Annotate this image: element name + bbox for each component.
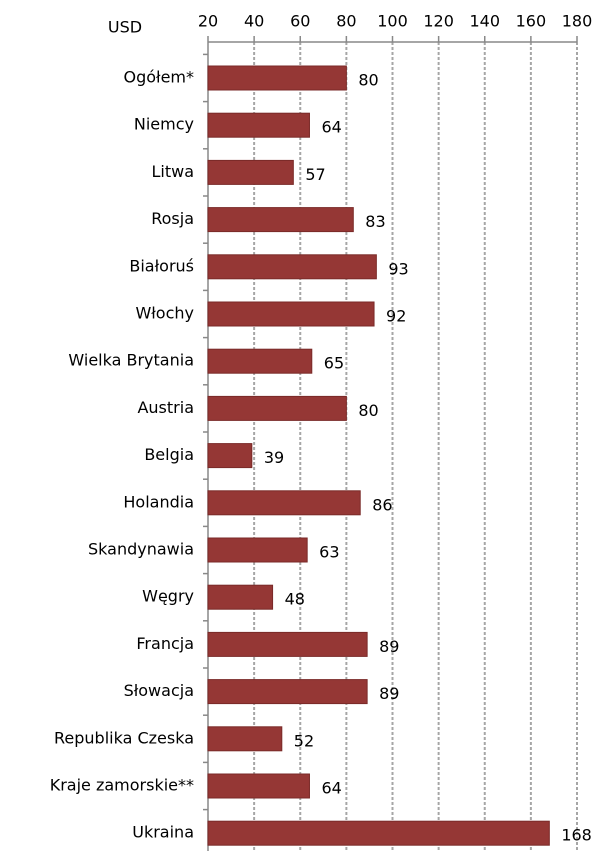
data-label: 89 (379, 684, 399, 703)
data-label: 92 (386, 307, 406, 326)
y-tick-label: Słowacja (124, 681, 194, 700)
data-label: 48 (285, 590, 305, 609)
y-tick-label: Belgia (144, 445, 194, 464)
x-tick-label: 40 (244, 12, 264, 31)
bar (207, 773, 310, 799)
bar (207, 820, 550, 846)
data-label: 80 (358, 401, 378, 420)
x-tick-label: 20 (198, 12, 218, 31)
y-tick-label: Republika Czeska (54, 728, 194, 747)
y-tick-label: Kraje zamorskie** (50, 776, 194, 795)
bar (207, 679, 368, 705)
bar (207, 584, 274, 610)
data-label: 86 (372, 495, 392, 514)
bar (207, 65, 347, 91)
data-label: 64 (321, 779, 341, 798)
y-tick-label: Węgry (142, 587, 194, 606)
data-label: 80 (358, 71, 378, 90)
x-tick-label: 160 (516, 12, 547, 31)
data-label: 93 (388, 259, 408, 278)
x-tick-label: 60 (290, 12, 310, 31)
x-tick-label: 120 (423, 12, 454, 31)
y-tick-label: Rosja (151, 209, 194, 228)
bar (207, 726, 283, 752)
bar (207, 301, 375, 327)
x-tick-label: 180 (562, 12, 593, 31)
y-tick-label: Austria (137, 398, 194, 417)
y-tick-label: Ogółem* (123, 68, 194, 87)
data-label: 57 (305, 165, 325, 184)
bar (207, 631, 368, 657)
data-label: 63 (319, 543, 339, 562)
data-label: 168 (561, 826, 592, 845)
x-tick-label: 80 (336, 12, 356, 31)
y-tick-label: Holandia (123, 492, 194, 511)
y-tick-label: Włochy (135, 304, 194, 323)
bar (207, 207, 354, 233)
bar (207, 395, 347, 421)
data-label: 83 (365, 212, 385, 231)
data-label: 65 (324, 354, 344, 373)
bar (207, 112, 310, 138)
bar (207, 254, 377, 280)
bar (207, 159, 294, 185)
bar (207, 348, 313, 374)
axis-label: USD (108, 18, 142, 37)
data-label: 52 (294, 731, 314, 750)
data-label: 89 (379, 637, 399, 656)
x-tick-label: 140 (469, 12, 500, 31)
bar (207, 490, 361, 516)
y-tick-label: Ukraina (132, 823, 194, 842)
y-tick-label: Skandynawia (88, 540, 194, 559)
x-tick-label: 100 (377, 12, 408, 31)
bar (207, 443, 253, 469)
y-tick-label: Niemcy (134, 115, 194, 134)
y-tick-label: Białoruś (129, 256, 194, 275)
y-tick-label: Francja (136, 634, 194, 653)
y-tick-label: Wielka Brytania (68, 351, 194, 370)
bar (207, 537, 308, 563)
data-label: 64 (321, 118, 341, 137)
data-label: 39 (264, 448, 284, 467)
y-tick-label: Litwa (151, 162, 194, 181)
